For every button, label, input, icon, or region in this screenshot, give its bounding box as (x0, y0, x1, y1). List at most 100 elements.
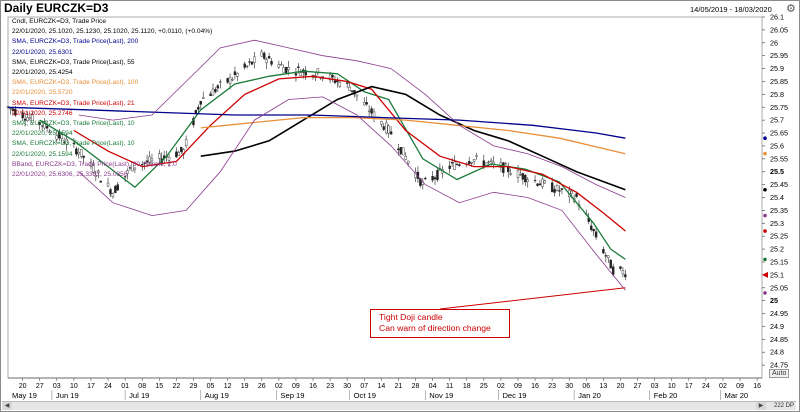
candle-body (60, 134, 63, 140)
candle-body (199, 101, 202, 105)
candle-body (267, 56, 271, 59)
candle-body (106, 182, 110, 187)
y-tick-label: 24.85 (770, 335, 788, 344)
y-tick-label: 24.9 (770, 322, 784, 331)
candle-body (607, 255, 610, 258)
candle-body (26, 117, 29, 121)
candle-body (28, 117, 32, 120)
x-day-label: 03 (651, 383, 659, 390)
chart-legend: Cndl, EURCZK=D3, Trade Price 22/01/2020, … (12, 17, 212, 180)
candle-body (145, 160, 149, 163)
candle-body (543, 180, 547, 184)
candle-body (11, 108, 15, 111)
y-tick-label: 25.7 (770, 116, 784, 125)
candle-body (550, 182, 554, 193)
candle-body (467, 161, 471, 164)
candle-body (338, 82, 342, 87)
scroll-right-icon[interactable]: ▶ (756, 402, 766, 410)
x-day-label: 29 (190, 383, 198, 390)
x-day-label: 24 (702, 383, 710, 390)
candle-body (348, 86, 351, 91)
candle-body (231, 79, 234, 81)
candle-body (21, 112, 24, 119)
x-day-label: 15 (155, 383, 163, 390)
candle-body (365, 102, 368, 105)
candle-body (141, 164, 144, 166)
x-day-label: 25 (480, 383, 488, 390)
candle-body (619, 266, 622, 269)
candle-body (455, 164, 459, 166)
annotation-line-2: Can warn of direction change (379, 323, 491, 333)
candle-body (402, 147, 405, 156)
candle-body (228, 77, 232, 84)
candle-body (184, 139, 188, 146)
candle-body (55, 135, 59, 140)
scroll-left-icon[interactable]: ◀ (2, 402, 12, 410)
y-tick-label: 25 (770, 296, 778, 305)
candle-body (133, 167, 137, 170)
candle-body (75, 148, 78, 155)
candle-body (575, 193, 578, 197)
legend-entry: SMA, EURCZK=D3, Trade Price(Last), 10 (12, 140, 135, 148)
y-tick-label: 25.25 (770, 232, 788, 241)
annotation-line-1: Tight Doji candle (379, 312, 443, 322)
legend-entry: 22/01/2020, 25.1594 (12, 150, 73, 158)
candle-body (433, 177, 437, 180)
candle-body (367, 110, 371, 113)
legend-entry: 22/01/2020, 25.4254 (12, 69, 73, 77)
candle-body (621, 270, 625, 275)
x-day-label: 16 (531, 383, 539, 390)
candle-body (487, 161, 490, 163)
candle-body (150, 158, 154, 162)
horizontal-scrollbar[interactable]: ◀ ▶ 222 DP (2, 401, 796, 410)
x-month-label: Mar 20 (725, 391, 749, 400)
candle-body (489, 159, 493, 162)
candle-body (516, 170, 520, 178)
candle-body (260, 51, 263, 57)
candle-body (9, 108, 12, 110)
candle-body (250, 61, 254, 65)
x-day-label: 12 (224, 383, 232, 390)
candle-body (519, 174, 522, 176)
candle-body (316, 68, 320, 74)
x-day-label: 16 (753, 383, 761, 390)
candle-body (331, 74, 334, 78)
y-tick-label: 25.8 (770, 90, 784, 99)
candle-body (294, 73, 298, 76)
candle-body (350, 90, 354, 92)
candle-body (299, 72, 303, 76)
candle-body (333, 80, 337, 83)
auto-scale-button[interactable]: Auto (769, 369, 790, 378)
candle-body (592, 229, 595, 232)
candle-body (175, 151, 178, 158)
candle-body (180, 146, 183, 152)
candle-body (504, 163, 507, 165)
candle-body (128, 167, 132, 169)
candle-body (92, 165, 95, 173)
candle-body (450, 162, 454, 164)
x-day-label: 08 (138, 383, 146, 390)
y-tick-label: 25.6 (770, 141, 784, 150)
y-tick-label: 25.85 (770, 77, 788, 86)
candle-body (485, 162, 488, 166)
candle-body (123, 176, 127, 178)
candle-body (97, 170, 100, 174)
gear-icon[interactable]: ⚙ (786, 3, 796, 15)
candle-body (270, 61, 273, 65)
candle-body (424, 177, 427, 180)
x-day-label: 09 (514, 383, 522, 390)
x-day-label: 07 (360, 383, 368, 390)
candle-body (202, 97, 205, 99)
x-day-label: 02 (719, 383, 727, 390)
candle-body (297, 66, 300, 69)
x-day-label: 30 (343, 383, 351, 390)
candle-body (116, 184, 120, 191)
series-layer (6, 39, 627, 291)
chart-title: Daily EURCZK=D3 (4, 1, 109, 15)
candle-body (370, 108, 373, 114)
candle-body (553, 189, 556, 193)
candle-body (282, 67, 285, 73)
candle-body (31, 114, 34, 123)
